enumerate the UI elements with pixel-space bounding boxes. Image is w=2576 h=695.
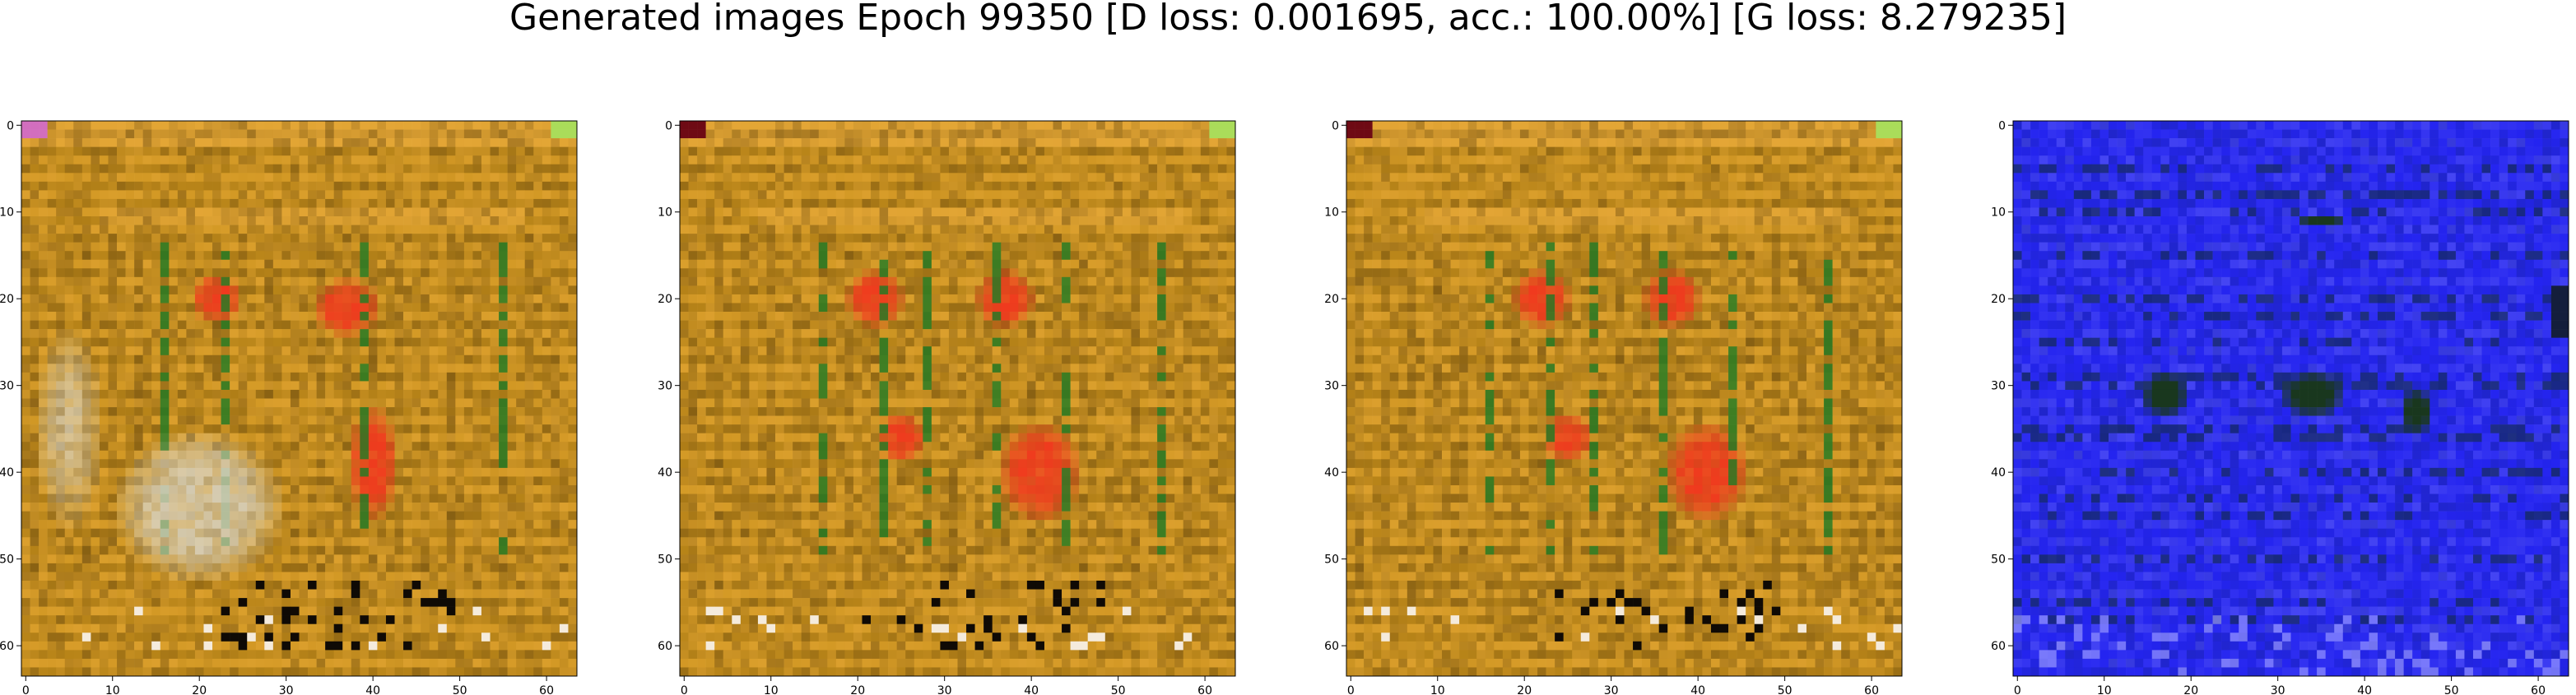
y-tick-label: 20	[1324, 293, 1339, 306]
x-tick-label: 20	[192, 684, 207, 695]
y-tick-label: 0	[1332, 119, 1339, 132]
y-tick-label: 0	[1998, 119, 2006, 132]
y-tick-label: 10	[1324, 206, 1339, 220]
y-tick-label: 20	[658, 293, 672, 306]
y-tick-label: 0	[665, 119, 672, 132]
x-tick-label: 0	[1347, 684, 1355, 695]
x-tick-label: 20	[1517, 684, 1532, 695]
y-tick-label: 30	[1324, 380, 1339, 393]
x-tick-label: 30	[1604, 684, 1619, 695]
y-tick-label: 60	[658, 640, 672, 653]
x-tick-label: 10	[1430, 684, 1445, 695]
x-tick-label: 60	[1197, 684, 1212, 695]
axes-frame	[679, 120, 1236, 677]
y-tick-label: 50	[0, 554, 14, 567]
axes-frame	[2012, 120, 2569, 677]
x-tick-label: 30	[937, 684, 952, 695]
y-tick-label: 40	[658, 466, 672, 480]
x-tick-label: 50	[1111, 684, 1126, 695]
pixel-image	[21, 121, 578, 677]
y-tick-label: 50	[658, 554, 672, 567]
x-tick-label: 0	[2014, 684, 2021, 695]
pixel-image	[1346, 121, 1903, 677]
x-tick-label: 10	[764, 684, 779, 695]
pixel-image	[680, 121, 1236, 677]
x-tick-label: 40	[365, 684, 380, 695]
image-panel-4: 0 10 20 30 40 50 60 0 10 20 30 40 50 60	[1991, 119, 2569, 695]
x-tick-label: 20	[2183, 684, 2198, 695]
x-tick-label: 40	[1024, 684, 1039, 695]
x-tick-label: 60	[1864, 684, 1879, 695]
x-tick-label: 40	[1690, 684, 1705, 695]
y-tick-label: 50	[1991, 554, 2006, 567]
x-tick-label: 30	[279, 684, 294, 695]
y-tick-label: 10	[0, 206, 14, 220]
x-tick-label: 60	[2531, 684, 2546, 695]
y-tick-label: 40	[1324, 466, 1339, 480]
x-tick-label: 40	[2357, 684, 2372, 695]
y-tick-label: 30	[658, 380, 672, 393]
pixel-image	[2013, 121, 2569, 677]
y-tick-label: 30	[1991, 380, 2006, 393]
image-panel-3: 0 10 20 30 40 50 60 0 10 20 30 40 50 60	[1324, 119, 1903, 695]
y-tick-label: 10	[658, 206, 672, 220]
y-tick-label: 10	[1991, 206, 2006, 220]
x-tick-label: 10	[2097, 684, 2112, 695]
image-panel-1: 0 10 20 30 40 50 60 0 10 20 30 40 50 60	[0, 119, 578, 695]
x-tick-label: 0	[22, 684, 30, 695]
y-tick-label: 20	[0, 293, 14, 306]
x-tick-label: 50	[1778, 684, 1793, 695]
y-tick-label: 20	[1991, 293, 2006, 306]
y-tick-label: 50	[1324, 554, 1339, 567]
y-tick-label: 60	[0, 640, 14, 653]
y-tick-label: 30	[0, 380, 14, 393]
y-tick-label: 0	[7, 119, 14, 132]
y-tick-label: 40	[1991, 466, 2006, 480]
y-tick-label: 40	[0, 466, 14, 480]
y-tick-label: 60	[1324, 640, 1339, 653]
x-tick-label: 50	[453, 684, 467, 695]
axes-frame	[21, 120, 578, 677]
x-tick-label: 30	[2271, 684, 2285, 695]
y-tick-label: 60	[1991, 640, 2006, 653]
x-tick-label: 10	[105, 684, 120, 695]
x-tick-label: 0	[681, 684, 688, 695]
axes-frame	[1346, 120, 1903, 677]
figure-title: Generated images Epoch 99350 [D loss: 0.…	[509, 0, 2067, 39]
x-tick-label: 50	[2444, 684, 2459, 695]
x-tick-label: 60	[539, 684, 554, 695]
x-tick-label: 20	[850, 684, 865, 695]
image-panel-2: 0 10 20 30 40 50 60 0 10 20 30 40 50 60	[658, 119, 1236, 695]
